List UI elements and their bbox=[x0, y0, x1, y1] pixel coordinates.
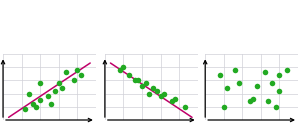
Point bbox=[221, 106, 226, 108]
Point bbox=[273, 106, 278, 108]
Point bbox=[71, 79, 76, 81]
Point bbox=[56, 82, 61, 84]
Point bbox=[121, 66, 126, 68]
Point bbox=[162, 92, 167, 94]
Text: Negative
correlation: Negative correlation bbox=[112, 15, 174, 38]
Point bbox=[284, 69, 289, 71]
Point bbox=[247, 100, 252, 102]
Point bbox=[182, 106, 187, 108]
Point bbox=[38, 82, 43, 84]
Point bbox=[53, 90, 57, 92]
Point bbox=[34, 106, 39, 108]
Text: Positive
correlation: Positive correlation bbox=[10, 15, 72, 38]
Point bbox=[266, 100, 271, 102]
Point bbox=[270, 82, 275, 84]
Point bbox=[154, 90, 159, 92]
Point bbox=[38, 99, 43, 101]
Point bbox=[169, 100, 174, 102]
Point bbox=[255, 84, 260, 86]
Point bbox=[143, 82, 148, 84]
Point bbox=[60, 87, 65, 89]
Point bbox=[277, 90, 282, 92]
Point bbox=[23, 108, 28, 110]
Point bbox=[158, 95, 163, 97]
Point bbox=[132, 79, 137, 81]
Point bbox=[136, 79, 141, 81]
Point bbox=[173, 98, 178, 100]
Point bbox=[236, 82, 241, 84]
Point bbox=[75, 69, 80, 71]
Point bbox=[117, 69, 122, 71]
Point bbox=[233, 69, 237, 71]
Point bbox=[151, 87, 156, 89]
Point bbox=[78, 74, 83, 76]
Point bbox=[140, 84, 144, 86]
Point bbox=[126, 74, 131, 76]
Point bbox=[64, 71, 68, 73]
Point bbox=[218, 74, 223, 76]
Text: No
correlation: No correlation bbox=[212, 15, 275, 38]
Point bbox=[26, 92, 31, 94]
Point bbox=[225, 87, 230, 89]
Point bbox=[277, 74, 282, 76]
Point bbox=[45, 95, 50, 97]
Point bbox=[262, 71, 267, 73]
Point bbox=[30, 103, 35, 105]
Point bbox=[251, 98, 256, 100]
Point bbox=[49, 103, 54, 105]
Point bbox=[147, 92, 152, 94]
